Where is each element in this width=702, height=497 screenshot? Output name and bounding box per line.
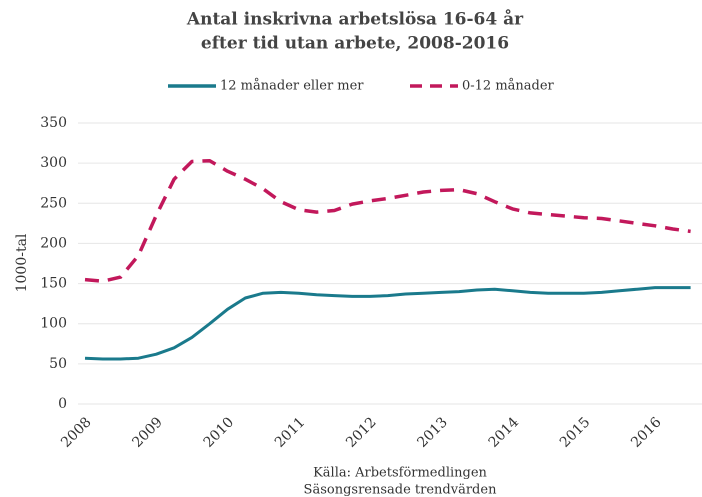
source: Källa: Arbetsförmedlingen (313, 466, 487, 481)
y-axis-label: 1000-tal (14, 233, 30, 292)
x-tick-label: 2011 (272, 414, 309, 451)
x-tick-label: 2009 (129, 414, 166, 451)
y-tick-label: 350 (40, 115, 67, 131)
y-tick-label: 50 (49, 356, 67, 372)
x-tick-label: 2010 (201, 414, 238, 451)
legend-label: 0-12 månader (462, 78, 555, 94)
series-line (84, 158, 691, 283)
y-tick-label: 250 (40, 195, 67, 211)
y-tick-label: 100 (40, 316, 67, 332)
x-tick-label: 2013 (414, 414, 451, 451)
series-line (84, 286, 691, 361)
x-tick-label: 2012 (343, 414, 380, 451)
x-tick-label: 2014 (486, 414, 523, 451)
y-tick-label: 200 (40, 235, 67, 251)
y-tick-label: 150 (40, 276, 67, 292)
x-tick-label: 2016 (628, 414, 665, 451)
y-tick-label: 300 (40, 155, 67, 171)
x-tick-label: 2008 (58, 414, 95, 451)
x-tick-label: 2015 (557, 414, 594, 451)
chart-subtitle: efter tid utan arbete, 2008-2016 (201, 34, 509, 54)
note: Säsongsrensade trendvärden (304, 483, 498, 497)
legend-label: 12 månader eller mer (220, 78, 364, 94)
y-tick-label: 0 (58, 396, 67, 412)
chart-title: Antal inskrivna arbetslösa 16-64 år (186, 9, 524, 30)
